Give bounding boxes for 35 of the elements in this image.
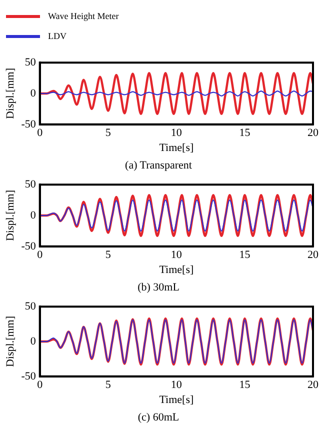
x-tick-label: 10	[170, 126, 182, 139]
x-tick-label: 20	[308, 248, 319, 261]
text: (c) 60mL	[138, 411, 180, 424]
x-tick-label: 15	[239, 378, 251, 391]
y-tick-label: 0	[30, 335, 36, 348]
x-tick-label: 20	[308, 126, 319, 139]
legend-label: LDV	[48, 31, 66, 41]
y-tick-label: -50	[21, 370, 36, 382]
x-tick-label: 5	[105, 126, 112, 139]
x-tick-label: 20	[308, 378, 319, 391]
y-tick-label: 50	[24, 178, 36, 190]
y-tick-label: 0	[30, 209, 36, 222]
x-tick-label: 5	[105, 248, 112, 261]
x-tick-label: 15	[239, 126, 251, 139]
x-axis-title: Time[s]	[159, 264, 194, 276]
text: (a) Transparent	[125, 159, 192, 172]
y-tick-label: -50	[21, 118, 36, 130]
x-tick-label: 15	[239, 248, 251, 261]
y-axis-title: Displ.[mm]	[4, 316, 16, 368]
y-tick-label: 50	[24, 56, 36, 68]
legend-label: Wave Height Meter	[48, 11, 119, 21]
y-axis-title: Displ.[mm]	[4, 190, 16, 242]
y-tick-label: 0	[30, 87, 36, 100]
y-tick-label: -50	[21, 240, 36, 252]
x-axis-title: Time[s]	[159, 142, 194, 154]
x-axis-title: Time[s]	[159, 394, 194, 406]
x-tick-label: 10	[170, 378, 182, 391]
y-tick-label: 50	[24, 300, 36, 312]
line-series	[40, 200, 313, 232]
text: (b) 30mL	[138, 281, 180, 294]
x-tick-label: 5	[105, 378, 112, 391]
line-series	[40, 72, 313, 115]
line-series	[40, 194, 313, 237]
y-axis-title: Displ.[mm]	[4, 68, 16, 120]
x-tick-label: 10	[170, 248, 182, 261]
